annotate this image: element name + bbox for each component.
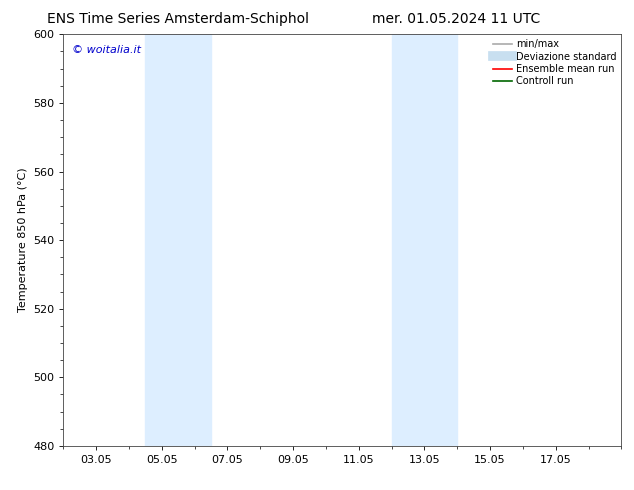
Text: © woitalia.it: © woitalia.it [72, 45, 141, 54]
Bar [145, 34, 211, 446]
Legend: min/max, Deviazione standard, Ensemble mean run, Controll run: min/max, Deviazione standard, Ensemble m… [491, 37, 618, 88]
Y-axis label: Temperature 850 hPa (°C): Temperature 850 hPa (°C) [18, 168, 27, 313]
Bar [392, 34, 457, 446]
Text: ENS Time Series Amsterdam-Schiphol: ENS Time Series Amsterdam-Schiphol [46, 12, 309, 26]
Text: mer. 01.05.2024 11 UTC: mer. 01.05.2024 11 UTC [372, 12, 541, 26]
